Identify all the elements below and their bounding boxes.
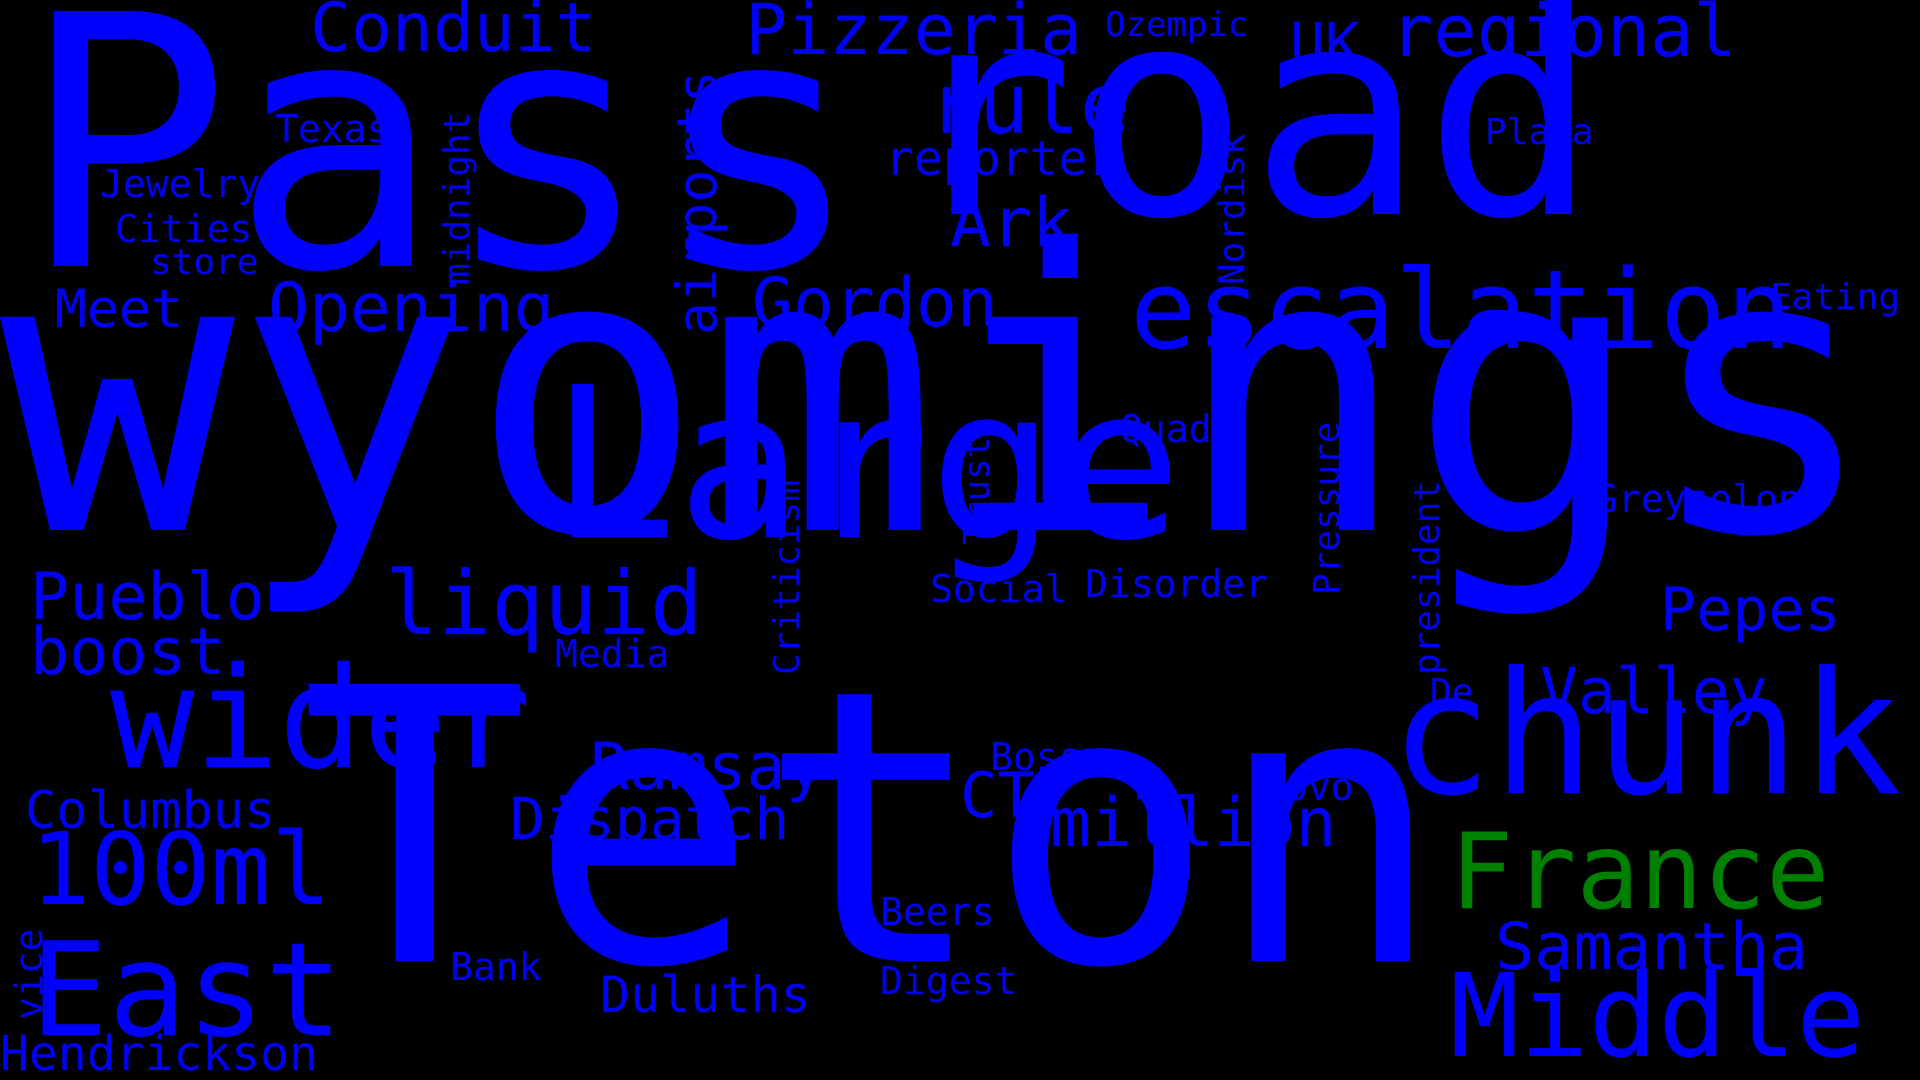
cloud-word-ozempic: Ozempic [1105, 5, 1249, 45]
cloud-word-de: De [1430, 672, 1474, 713]
cloud-word-beers: Beers [880, 890, 995, 934]
cloud-word-east: East [30, 914, 344, 1066]
cloud-word-media: Media [555, 632, 670, 676]
cloud-word-chunk: chunk [1390, 636, 1902, 834]
cloud-word-valley: Valley [1540, 655, 1768, 728]
cloud-word-nordisk: Nordisk [1212, 133, 1253, 285]
cloud-word-criticism: Criticism [767, 479, 808, 675]
cloud-word-wider: wider [110, 638, 532, 801]
cloud-word-digest: Digest [880, 959, 1018, 1003]
cloud-word-large: Large [550, 342, 1183, 587]
cloud-word-gordon: Gordon [752, 264, 998, 343]
cloud-word-samantha: Samantha [1495, 910, 1809, 985]
cloud-word-pizzeria: Pizzeria [745, 0, 1083, 71]
cloud-word-uk: UK [1290, 10, 1360, 78]
cloud-word-trust: Trust [957, 436, 998, 545]
cloud-word-jewelry: Jewelry [100, 162, 261, 206]
cloud-word-rule: rule [928, 55, 1131, 153]
cloud-word-wyomings: wyomings [0, 168, 1879, 622]
cloud-word-liquid: liquid [385, 552, 703, 655]
cloud-word-100ml: 100ml [30, 811, 332, 928]
cloud-word-columbus: Columbus [25, 781, 276, 841]
cloud-word-store: store [150, 242, 259, 283]
cloud-word-escalation: escalation [1130, 246, 1793, 374]
cloud-word-midnight: midnight [437, 111, 478, 285]
cloud-word-greysolon: Greysolon [1595, 477, 1801, 521]
cloud-word-teton: Teton [300, 608, 1444, 1051]
cloud-word-duluths: Duluths [600, 966, 811, 1024]
cloud-word-regional: regional [1390, 0, 1737, 73]
cloud-word-ramsay: Ramsay [590, 730, 825, 805]
cloud-word-meet: Meet [55, 279, 183, 340]
cloud-word-pepes: Pepes [1660, 575, 1841, 645]
cloud-word-boss: Boss [990, 735, 1082, 779]
cloud-word-middle: Middle [1450, 950, 1866, 1080]
cloud-word-quad: Quad [1120, 407, 1212, 451]
cloud-word-novo: Novo [1262, 765, 1354, 809]
cloud-word-bank: Bank [450, 945, 542, 989]
cloud-word-ark: Ark [950, 184, 1073, 263]
cloud-word-boost: boost [30, 615, 226, 690]
cloud-word-road: road [900, 0, 1599, 283]
cloud-word-pass: Pass [20, 0, 863, 349]
cloud-word-disorder: Disorder [1085, 562, 1269, 606]
cloud-word-eating: Eating [1770, 277, 1901, 318]
cloud-word-social: Social [930, 567, 1068, 611]
cloud-word-cities: Cities [115, 207, 253, 251]
cloud-word-president: president [1407, 479, 1448, 675]
cloud-word-ct: CT [960, 759, 1035, 832]
cloud-word-vice: vice [7, 928, 51, 1020]
cloud-word-plaza: Plaza [1485, 112, 1594, 153]
cloud-word-opening: Opening [268, 269, 555, 348]
cloud-word-hendrickson: Hendrickson [0, 1026, 318, 1080]
cloud-word-pressure: Pressure [1307, 421, 1348, 595]
cloud-word-airports: airports [665, 70, 729, 335]
cloud-word-france: France [1450, 811, 1830, 933]
cloud-word-pueblo: Pueblo [30, 560, 265, 635]
cloud-word-conduit: Conduit [310, 0, 597, 68]
cloud-word-dispatch: Dispatch [510, 785, 790, 853]
cloud-word-texas: Texas [275, 107, 390, 151]
cloud-word-million: million [1050, 784, 1337, 863]
cloud-word-reporter: reporter [885, 131, 1117, 187]
